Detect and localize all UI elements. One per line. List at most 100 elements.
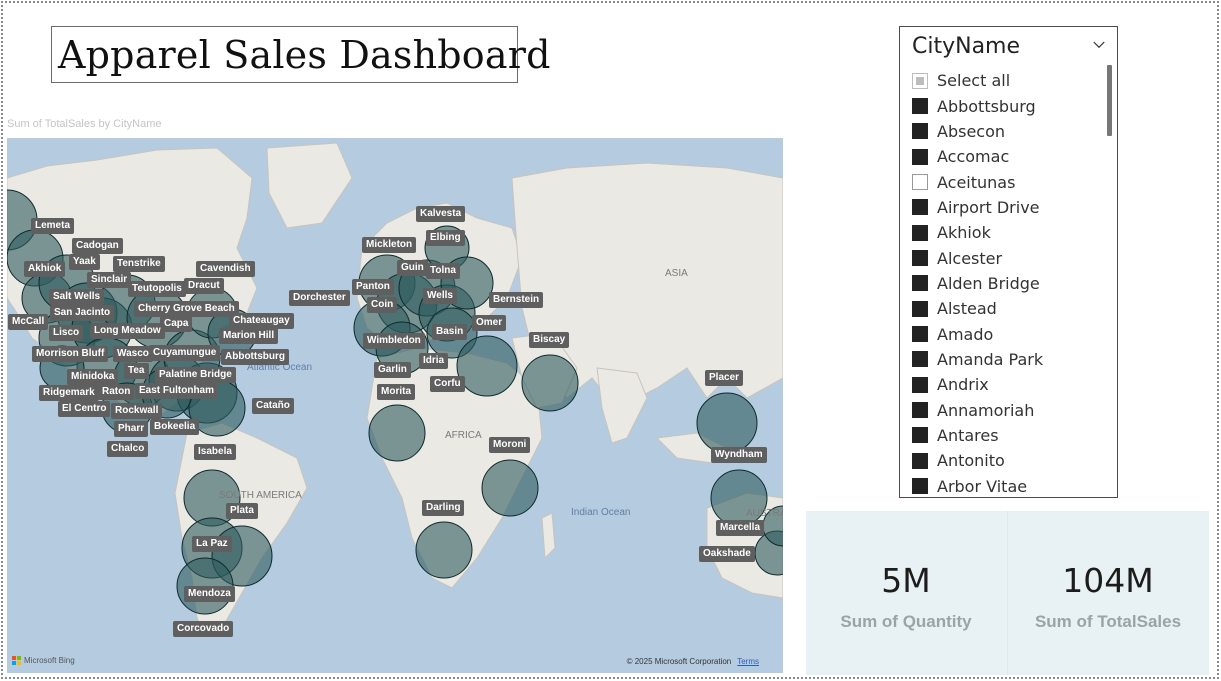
slicer-item[interactable]: Andrix (912, 372, 1043, 397)
city-label[interactable]: Dorchester (289, 290, 350, 306)
checkbox-icon[interactable] (912, 326, 928, 343)
city-label[interactable]: Panton (352, 279, 394, 295)
city-label[interactable]: Cherry Grove Beach (134, 301, 239, 317)
slicer-item[interactable]: Accomac (912, 144, 1043, 169)
city-label[interactable]: Guin (397, 260, 428, 276)
checkbox-icon[interactable] (912, 148, 928, 165)
checkbox-icon[interactable] (912, 174, 928, 191)
checkbox-icon[interactable] (912, 351, 928, 368)
city-label[interactable]: Omer (472, 315, 507, 331)
city-label[interactable]: San Jacinto (50, 305, 115, 321)
city-label[interactable]: Marcella (716, 520, 765, 536)
city-bubble[interactable] (456, 335, 518, 397)
checkbox-icon[interactable] (912, 72, 928, 89)
slicer-item[interactable]: Absecon (912, 119, 1043, 144)
checkbox-icon[interactable] (912, 224, 928, 241)
slicer-item[interactable]: Alden Bridge (912, 271, 1043, 296)
city-label[interactable]: Sinclair (87, 272, 132, 288)
city-label[interactable]: Salt Wells (49, 289, 105, 305)
city-label[interactable]: Cuyamungue (149, 345, 221, 361)
city-label[interactable]: Wyndham (711, 447, 767, 463)
city-label[interactable]: Dracut (184, 278, 224, 294)
city-label[interactable]: Morrison Bluff (32, 346, 109, 362)
city-label[interactable]: Tea (124, 363, 149, 379)
checkbox-icon[interactable] (912, 427, 928, 444)
city-label[interactable]: Corfu (430, 376, 465, 392)
slicer-item[interactable]: Select all (912, 68, 1043, 93)
checkbox-icon[interactable] (912, 275, 928, 292)
city-label[interactable]: Bokeelia (150, 419, 200, 435)
city-bubble[interactable] (696, 392, 758, 454)
city-label[interactable]: Tenstrike (113, 256, 165, 272)
city-label[interactable]: Bernstein (489, 292, 544, 308)
slicer-item[interactable]: Amado (912, 321, 1043, 346)
city-label[interactable]: East Fultonham (135, 383, 219, 399)
checkbox-icon[interactable] (912, 199, 928, 216)
city-label[interactable]: Palatine Bridge (155, 367, 236, 383)
city-bubble[interactable] (368, 404, 426, 462)
city-label[interactable]: Lemeta (31, 218, 75, 234)
city-label[interactable]: Garlin (374, 362, 411, 378)
city-label[interactable]: Minidoka (67, 369, 119, 385)
city-label[interactable]: Long Meadow (90, 323, 165, 339)
city-label[interactable]: La Paz (192, 536, 232, 552)
city-label[interactable]: Isabela (194, 444, 236, 460)
city-label[interactable]: Akhiok (24, 261, 66, 277)
city-label[interactable]: Lisco (49, 325, 84, 341)
city-label[interactable]: Elbing (426, 230, 465, 246)
slicer-item[interactable]: Annamoriah (912, 397, 1043, 422)
city-label[interactable]: Wasco (113, 346, 153, 362)
checkbox-icon[interactable] (912, 402, 928, 419)
city-label[interactable]: Chateaugay (229, 313, 294, 329)
city-label[interactable]: Rockwall (111, 403, 163, 419)
city-label[interactable]: Wimbledon (363, 333, 425, 349)
city-label[interactable]: Plata (226, 503, 258, 519)
city-label[interactable]: Raton (98, 384, 135, 400)
city-label[interactable]: Cadogan (72, 238, 123, 254)
checkbox-icon[interactable] (912, 478, 928, 495)
city-label[interactable]: Mickleton (362, 237, 417, 253)
city-bubble[interactable] (481, 459, 539, 517)
slicer-item[interactable]: Antares (912, 423, 1043, 448)
city-label[interactable]: Darling (422, 500, 465, 516)
cityname-slicer[interactable]: CityName Select all Abbottsburg Absecon Acc… (899, 26, 1118, 498)
city-label[interactable]: Coin (367, 297, 398, 313)
map-visual[interactable]: ASIA AFRICA SOUTH AMERICA AUSTRA Atlanti… (7, 138, 783, 673)
checkbox-icon[interactable] (912, 376, 928, 393)
checkbox-icon[interactable] (912, 250, 928, 267)
checkbox-icon[interactable] (912, 452, 928, 469)
city-label[interactable]: Placer (705, 370, 744, 386)
slicer-scrollbar[interactable] (1107, 65, 1112, 136)
slicer-item[interactable]: Abbottsburg (912, 93, 1043, 118)
city-label[interactable]: Yaak (69, 254, 100, 270)
city-label[interactable]: Pharr (114, 421, 149, 437)
city-label[interactable]: Corcovado (173, 621, 234, 637)
city-bubble[interactable] (415, 521, 473, 579)
city-bubble[interactable] (521, 354, 579, 412)
slicer-item[interactable]: Akhiok (912, 220, 1043, 245)
city-label[interactable]: El Centro (58, 401, 111, 417)
city-label[interactable]: Cataño (252, 398, 294, 414)
city-label[interactable]: Capa (160, 316, 193, 332)
city-label[interactable]: Cavendish (196, 261, 255, 277)
city-label[interactable]: Teutopolis (128, 281, 186, 297)
checkbox-icon[interactable] (912, 300, 928, 317)
city-label[interactable]: Kalvesta (416, 206, 466, 222)
terms-link[interactable]: Terms (737, 657, 759, 666)
city-label[interactable]: Chalco (107, 441, 149, 457)
city-label[interactable]: Morita (377, 384, 415, 400)
city-label[interactable]: Moroni (489, 437, 531, 453)
city-label[interactable]: Oakshade (699, 546, 755, 562)
slicer-item[interactable]: Antonito (912, 448, 1043, 473)
chevron-down-icon[interactable] (1093, 39, 1105, 51)
slicer-item[interactable]: Arbor Vitae (912, 474, 1043, 498)
checkbox-icon[interactable] (912, 123, 928, 140)
city-label[interactable]: Abbottsburg (221, 349, 289, 365)
slicer-item[interactable]: Alstead (912, 296, 1043, 321)
slicer-item[interactable]: Amanda Park (912, 347, 1043, 372)
city-label[interactable]: Basin (432, 324, 468, 340)
slicer-item[interactable]: Airport Drive (912, 195, 1043, 220)
city-label[interactable]: Wells (423, 288, 457, 304)
city-label[interactable]: Biscay (529, 332, 570, 348)
checkbox-icon[interactable] (912, 98, 928, 115)
